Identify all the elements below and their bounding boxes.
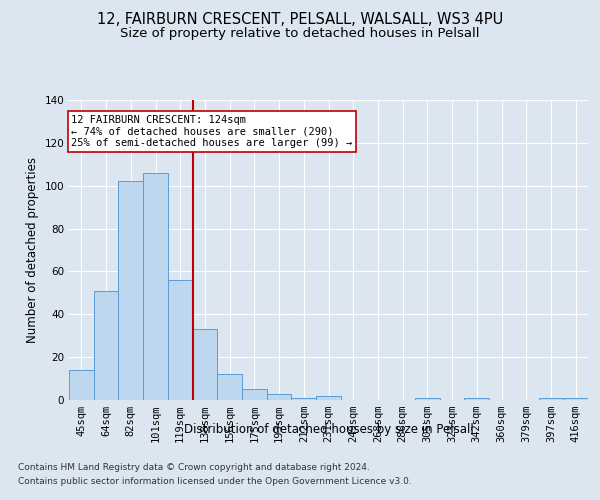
Bar: [539, 398, 563, 400]
Text: 12, FAIRBURN CRESCENT, PELSALL, WALSALL, WS3 4PU: 12, FAIRBURN CRESCENT, PELSALL, WALSALL,…: [97, 12, 503, 28]
Bar: [563, 398, 588, 400]
Text: Contains HM Land Registry data © Crown copyright and database right 2024.: Contains HM Land Registry data © Crown c…: [18, 462, 370, 471]
Bar: [464, 398, 489, 400]
Text: 12 FAIRBURN CRESCENT: 124sqm
← 74% of detached houses are smaller (290)
25% of s: 12 FAIRBURN CRESCENT: 124sqm ← 74% of de…: [71, 115, 353, 148]
Bar: [94, 290, 118, 400]
Bar: [316, 396, 341, 400]
Text: Distribution of detached houses by size in Pelsall: Distribution of detached houses by size …: [184, 422, 473, 436]
Y-axis label: Number of detached properties: Number of detached properties: [26, 157, 39, 343]
Bar: [292, 398, 316, 400]
Bar: [242, 390, 267, 400]
Text: Contains public sector information licensed under the Open Government Licence v3: Contains public sector information licen…: [18, 478, 412, 486]
Bar: [118, 182, 143, 400]
Bar: [415, 398, 440, 400]
Bar: [168, 280, 193, 400]
Bar: [143, 173, 168, 400]
Text: Size of property relative to detached houses in Pelsall: Size of property relative to detached ho…: [120, 28, 480, 40]
Bar: [193, 330, 217, 400]
Bar: [267, 394, 292, 400]
Bar: [69, 370, 94, 400]
Bar: [217, 374, 242, 400]
